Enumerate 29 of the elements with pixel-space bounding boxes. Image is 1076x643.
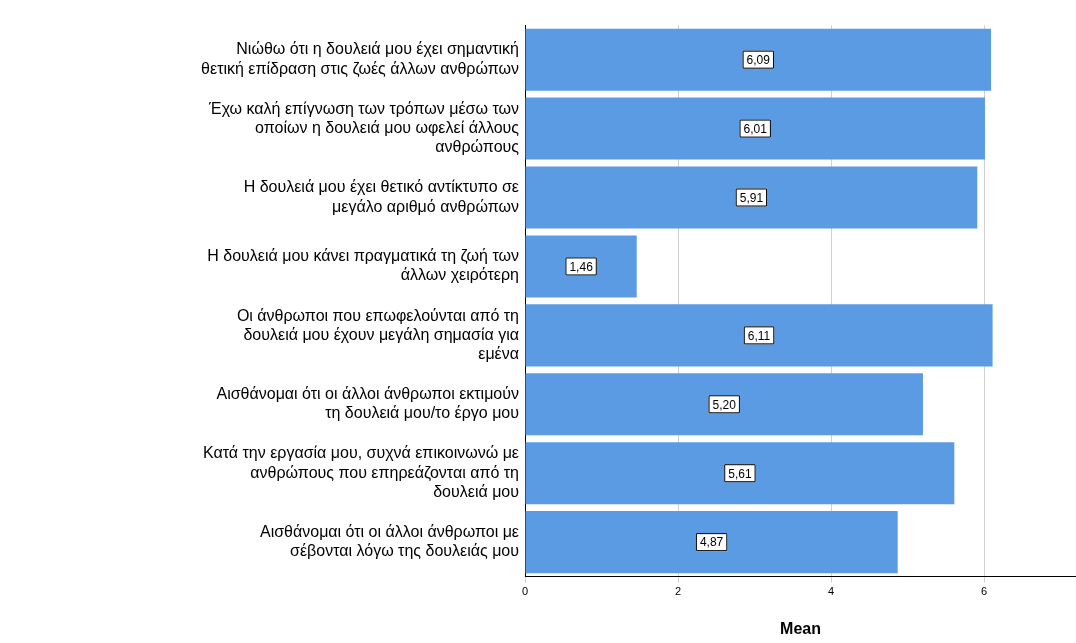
y-tick-label: Οι άνθρωποι που επωφελούνται από τη δουλειά μου έχουν μεγάλη σημασία για εμένα — [236, 306, 519, 362]
x-tick-label: 2 — [674, 585, 682, 598]
bar — [525, 166, 978, 229]
bar — [525, 373, 923, 436]
data-label: 5,61 — [728, 466, 752, 481]
data-label: 5,91 — [739, 190, 764, 205]
y-tick-label: Νιώθω ότι η δουλειά μου έχει σημαντική θετική επίδραση στις ζωές άλλων ανθρώπων — [201, 40, 519, 78]
bar — [525, 28, 992, 91]
bar — [525, 97, 985, 160]
data-label: 1,46 — [569, 259, 594, 274]
data-label: 4,87 — [699, 535, 724, 550]
y-tick-label: Αισθάνομαι ότι οι άλλοι άνθρωποι με σέβονται λόγω της δουλειάς μου — [260, 522, 519, 560]
y-tick-label: Κατά την εργασία μου, συχνά επικοινωνώ με ανθρώπους που επηρεάζονται από τη δουλειά μου — [202, 444, 519, 500]
y-tick-label: Η δουλειά μου έχει θετικό αντίκτυπο σε μεγάλο αριθμό ανθρώπων — [243, 178, 519, 215]
y-tick-label: Αισθάνομαι ότι οι άλλοι άνθρωποι εκτιμούν τη δουλειά μου/το έργο μου — [216, 385, 519, 422]
y-tick-label: Έχω καλή επίγνωση των τρόπων μέσω των οποίων η δουλειά μου ωφελεί άλλους ανθρώπους — [208, 99, 520, 156]
x-tick-label: 6 — [981, 585, 988, 598]
bar — [525, 442, 955, 505]
data-label: 5,20 — [712, 397, 737, 412]
data-label: 6,09 — [746, 52, 771, 67]
x-tick-label: 4 — [828, 585, 835, 598]
data-label: 6,11 — [747, 328, 771, 343]
x-tick-label: 0 — [521, 585, 529, 598]
data-label: 6,01 — [743, 121, 768, 136]
x-axis-title: Mean — [780, 619, 821, 637]
bar — [525, 235, 637, 298]
y-tick-label: Η δουλειά μου κάνει πραγματικά τη ζωή των άλλων χειρότερη — [207, 247, 519, 284]
bar — [525, 304, 993, 367]
bar — [525, 511, 898, 574]
